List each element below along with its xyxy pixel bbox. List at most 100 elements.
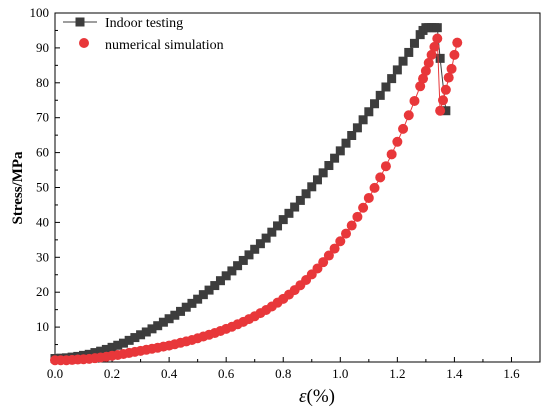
- y-tick-label: 30: [36, 249, 49, 264]
- data-point-indoor-testing: [335, 146, 345, 156]
- data-point-indoor-testing: [244, 250, 254, 260]
- y-tick-label: 100: [30, 5, 50, 20]
- data-point-indoor-testing: [147, 324, 157, 334]
- data-point-indoor-testing: [250, 244, 260, 254]
- data-point-indoor-testing: [392, 65, 402, 75]
- data-point-indoor-testing: [215, 276, 225, 286]
- plot-frame: [54, 12, 541, 363]
- data-point-numerical-simulation: [363, 192, 374, 203]
- data-point-indoor-testing: [233, 261, 243, 271]
- y-tick-label: 10: [36, 319, 49, 334]
- data-point-numerical-simulation: [335, 236, 346, 247]
- data-point-numerical-simulation: [375, 172, 386, 183]
- data-point-indoor-testing: [441, 106, 451, 116]
- data-point-indoor-testing: [96, 346, 106, 356]
- y-tick-label: 60: [36, 145, 49, 160]
- data-point-numerical-simulation: [409, 95, 420, 106]
- data-point-numerical-simulation: [403, 110, 414, 121]
- y-axis-title: Stress/MPa: [10, 151, 26, 225]
- data-point-indoor-testing: [435, 53, 445, 63]
- x-tick-label: 1.4: [446, 366, 463, 381]
- data-point-indoor-testing: [347, 130, 357, 140]
- x-tick-label: 1.2: [389, 366, 405, 381]
- data-point-indoor-testing: [404, 47, 414, 57]
- data-point-numerical-simulation: [369, 182, 380, 193]
- y-tick-label: 20: [36, 284, 49, 299]
- data-point-numerical-simulation: [418, 73, 429, 84]
- data-point-indoor-testing: [375, 90, 385, 100]
- data-point-numerical-simulation: [420, 65, 431, 76]
- x-tick-label: 1.0: [332, 366, 348, 381]
- data-point-indoor-testing: [409, 38, 419, 48]
- data-point-numerical-simulation: [423, 57, 434, 68]
- data-point-indoor-testing: [398, 56, 408, 66]
- data-point-indoor-testing: [267, 227, 277, 237]
- series-indoor-testing: [50, 23, 451, 364]
- data-point-indoor-testing: [136, 330, 146, 340]
- x-tick-label: 0.6: [218, 366, 235, 381]
- data-point-indoor-testing: [370, 99, 380, 109]
- y-tick-label: 80: [36, 75, 49, 90]
- data-point-indoor-testing: [113, 340, 123, 350]
- data-point-indoor-testing: [324, 161, 334, 171]
- data-point-indoor-testing: [312, 175, 322, 185]
- data-point-indoor-testing: [158, 317, 168, 327]
- data-point-numerical-simulation: [435, 105, 446, 116]
- data-point-indoor-testing: [153, 321, 163, 331]
- y-axis: 10 20 30 40 50 60 70 80 90 100: [30, 5, 60, 346]
- x-tick-label: 0.2: [104, 366, 120, 381]
- data-point-numerical-simulation: [318, 257, 329, 268]
- legend-label-numerical-simulation: numerical simulation: [105, 38, 224, 53]
- data-point-indoor-testing: [295, 195, 305, 205]
- y-tick-label: 90: [36, 40, 49, 55]
- data-point-numerical-simulation: [432, 33, 443, 44]
- x-tick-label: 0.4: [161, 366, 178, 381]
- data-point-indoor-testing: [130, 333, 140, 343]
- data-point-indoor-testing: [124, 335, 134, 345]
- y-tick-label: 40: [36, 214, 49, 229]
- y-tick-label: 50: [36, 180, 49, 195]
- data-point-indoor-testing: [101, 344, 111, 354]
- data-point-numerical-simulation: [323, 250, 334, 261]
- data-point-indoor-testing: [210, 281, 220, 291]
- data-point-numerical-simulation: [329, 243, 340, 254]
- data-point-numerical-simulation: [352, 211, 363, 222]
- data-point-indoor-testing: [301, 189, 311, 199]
- data-point-numerical-simulation: [346, 220, 357, 231]
- data-point-indoor-testing: [238, 255, 248, 265]
- data-point-indoor-testing: [181, 302, 191, 312]
- y-tick-label: 70: [36, 110, 49, 125]
- data-point-indoor-testing: [261, 233, 271, 243]
- x-tick-label: 1.6: [503, 366, 520, 381]
- x-axis-symbol: ε: [299, 386, 307, 407]
- data-point-numerical-simulation: [415, 81, 426, 92]
- data-point-indoor-testing: [170, 310, 180, 320]
- legend-label-indoor-testing: Indoor testing: [105, 16, 183, 31]
- legend: Indoor testing numerical simulation: [63, 16, 224, 53]
- legend-marker-indoor-testing: [75, 17, 85, 27]
- data-point-indoor-testing: [187, 298, 197, 308]
- data-point-indoor-testing: [432, 23, 442, 33]
- data-point-numerical-simulation: [443, 72, 454, 83]
- data-point-indoor-testing: [141, 327, 151, 337]
- data-point-indoor-testing: [307, 182, 317, 192]
- data-point-numerical-simulation: [438, 95, 448, 106]
- data-point-numerical-simulation: [440, 84, 451, 95]
- data-point-indoor-testing: [193, 294, 203, 304]
- data-point-numerical-simulation: [398, 123, 409, 134]
- data-point-indoor-testing: [284, 208, 294, 218]
- data-point-numerical-simulation: [446, 63, 457, 74]
- data-point-indoor-testing: [352, 123, 362, 133]
- x-axis-title: ε(%): [299, 386, 335, 407]
- x-tick-label: 0.0: [47, 366, 63, 381]
- data-point-indoor-testing: [255, 239, 265, 249]
- data-point-indoor-testing: [227, 266, 237, 276]
- data-point-indoor-testing: [198, 290, 208, 300]
- data-point-numerical-simulation: [449, 49, 460, 60]
- data-point-numerical-simulation: [392, 136, 403, 147]
- data-point-indoor-testing: [358, 115, 368, 125]
- data-point-indoor-testing: [118, 338, 128, 348]
- data-point-indoor-testing: [278, 215, 288, 225]
- data-point-numerical-simulation: [341, 228, 351, 239]
